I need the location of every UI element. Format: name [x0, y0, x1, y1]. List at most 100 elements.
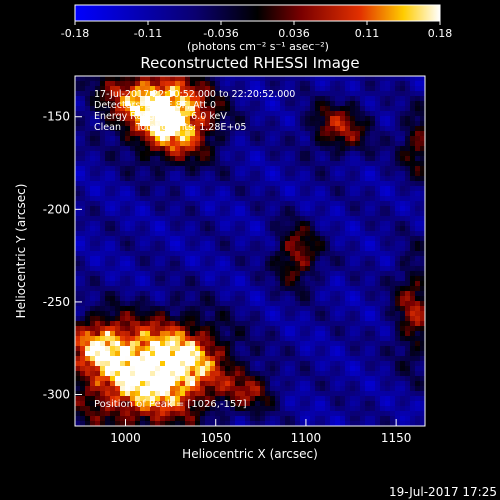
heatmap-cell [280, 411, 286, 417]
heatmap-cell [235, 331, 241, 337]
heatmap-cell [265, 346, 271, 352]
heatmap-cell [230, 266, 236, 272]
heatmap-cell [215, 256, 221, 262]
heatmap-cell [415, 356, 421, 362]
heatmap-cell [260, 411, 266, 417]
heatmap-cell [135, 411, 141, 417]
heatmap-cell [385, 231, 391, 237]
heatmap-cell [295, 101, 301, 107]
heatmap-cell [390, 321, 396, 327]
heatmap-cell [205, 281, 211, 287]
heatmap-cell [280, 86, 286, 92]
heatmap-cell [320, 176, 326, 182]
heatmap-cell [95, 346, 101, 352]
heatmap-cell [160, 131, 166, 137]
heatmap-cell [305, 331, 311, 337]
heatmap-cell [300, 276, 306, 282]
heatmap-cell [315, 371, 321, 377]
heatmap-cell [275, 211, 281, 217]
heatmap-cell [325, 131, 331, 137]
heatmap-cell [385, 286, 391, 292]
heatmap-cell [180, 131, 186, 137]
heatmap-cell [300, 391, 306, 397]
heatmap-cell [420, 241, 425, 247]
heatmap-cell [105, 226, 111, 232]
heatmap-cell [360, 401, 366, 407]
heatmap-cell [130, 181, 136, 187]
heatmap-cell [405, 236, 411, 242]
heatmap-cell [175, 101, 181, 107]
heatmap-cell [225, 131, 231, 137]
heatmap-cell [265, 131, 271, 137]
heatmap-cell [365, 191, 371, 197]
heatmap-cell [200, 86, 206, 92]
heatmap-cell [415, 286, 421, 292]
heatmap-cell [150, 406, 156, 412]
heatmap-cell [315, 276, 321, 282]
heatmap-cell [290, 211, 296, 217]
heatmap-cell [420, 381, 425, 387]
heatmap-cell [260, 416, 266, 422]
heatmap-cell [240, 341, 246, 347]
heatmap-cell [380, 201, 386, 207]
heatmap-cell [120, 396, 126, 402]
heatmap-cell [385, 331, 391, 337]
heatmap-cell [100, 346, 106, 352]
heatmap-cell [160, 401, 166, 407]
heatmap-cell [405, 186, 411, 192]
heatmap-cell [130, 326, 136, 332]
heatmap-cell [110, 181, 116, 187]
heatmap-cell [110, 321, 116, 327]
heatmap-cell [280, 416, 286, 422]
heatmap-cell [290, 161, 296, 167]
heatmap-cell [405, 136, 411, 142]
heatmap-cell [175, 76, 181, 82]
heatmap-cell [85, 101, 91, 107]
heatmap-cell [210, 136, 216, 142]
heatmap-cell [105, 281, 111, 287]
heatmap-cell [135, 136, 141, 142]
heatmap-cell [325, 91, 331, 97]
heatmap-cell [85, 411, 91, 417]
heatmap-cell [420, 376, 425, 382]
heatmap-cell [240, 116, 246, 122]
heatmap-cell [100, 171, 106, 177]
heatmap-cell [80, 391, 86, 397]
heatmap-cell [385, 86, 391, 92]
heatmap-cell [410, 151, 416, 157]
heatmap-cell [100, 141, 106, 147]
heatmap-cell [215, 236, 221, 242]
heatmap-cell [230, 196, 236, 202]
heatmap-cell [190, 391, 196, 397]
heatmap-cell [165, 311, 171, 317]
heatmap-cell [95, 321, 101, 327]
heatmap-cell [350, 381, 356, 387]
heatmap-cell [160, 341, 166, 347]
heatmap-cell [295, 291, 301, 297]
heatmap-cell [300, 316, 306, 322]
heatmap-cell [410, 356, 416, 362]
heatmap-cell [205, 371, 211, 377]
heatmap-cell [360, 366, 366, 372]
heatmap-cell [410, 241, 416, 247]
heatmap-cell [200, 171, 206, 177]
heatmap-cell [335, 346, 341, 352]
heatmap-cell [145, 391, 151, 397]
heatmap-cell [330, 396, 336, 402]
heatmap-cell [90, 381, 96, 387]
heatmap-cell [295, 126, 301, 132]
heatmap-cell [245, 191, 251, 197]
heatmap-cell [370, 311, 376, 317]
heatmap-cell [315, 221, 321, 227]
heatmap-cell [115, 121, 121, 127]
heatmap-cell [195, 141, 201, 147]
heatmap-cell [345, 146, 351, 152]
heatmap-cell [75, 221, 81, 227]
heatmap-cell [290, 236, 296, 242]
heatmap-cell [90, 321, 96, 327]
heatmap-cell [210, 121, 216, 127]
heatmap-cell [285, 111, 291, 117]
heatmap-cell [315, 296, 321, 302]
heatmap-cell [395, 81, 401, 87]
heatmap-cell [365, 261, 371, 267]
